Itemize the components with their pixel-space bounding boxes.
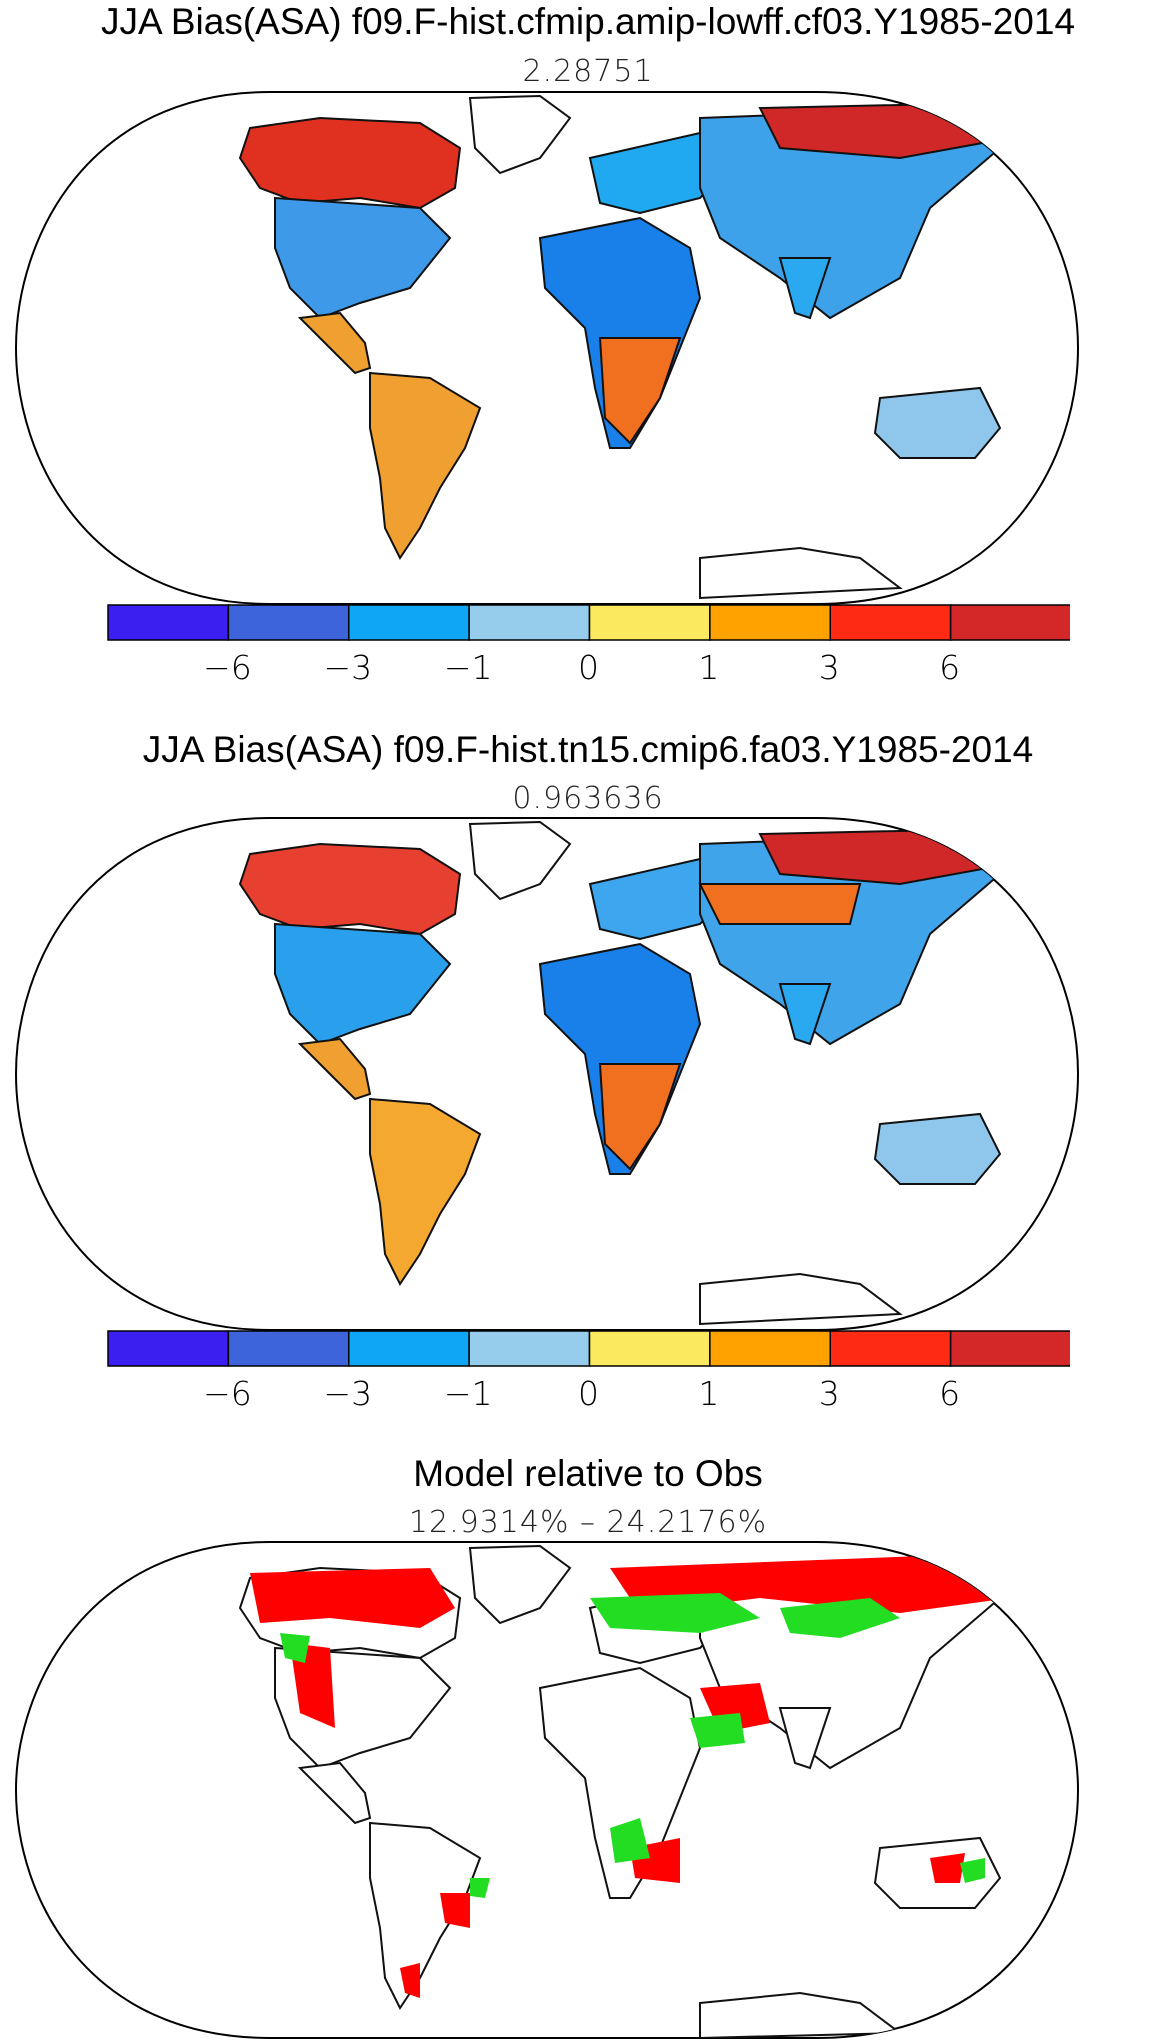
colorbar-tick-label: 3 — [818, 1374, 840, 1413]
worse-region — [400, 1963, 420, 1998]
better-region — [610, 1818, 650, 1863]
colorbar-bin — [709, 604, 831, 641]
colorbar-bin — [348, 604, 470, 641]
panel2-title: JJA Bias(ASA) f09.F-hist.tn15.cmip6.fa03… — [142, 729, 1034, 770]
colorbar-bin — [107, 1330, 230, 1367]
panel2-map — [14, 817, 1080, 1331]
panel3-title: Model relative to Obs — [413, 1453, 763, 1494]
colorbar-tick-label: −3 — [323, 1374, 373, 1413]
panel1-colorbar — [107, 604, 1072, 641]
colorbar-tick-label: −3 — [323, 648, 373, 687]
colorbar-bin — [107, 604, 230, 641]
colorbar-bin — [227, 604, 350, 641]
colorbar-bin — [949, 1330, 1072, 1367]
panel3-map — [14, 1541, 1080, 2039]
colorbar-tick-label: 0 — [578, 1374, 599, 1413]
colorbar-tick-label: 6 — [939, 1374, 961, 1413]
colorbar-tick-label: 6 — [939, 648, 961, 687]
colorbar-bin — [829, 604, 952, 641]
panel1-subtitle: 2.28751 — [522, 54, 654, 89]
panel3-subtitle: 12.9314% – 24.2176% — [408, 1505, 768, 1540]
panel2-colorbar — [107, 1330, 1072, 1367]
better-region — [470, 1878, 490, 1898]
worse-region — [930, 1853, 965, 1883]
colorbar-bin — [348, 1330, 470, 1367]
colorbar-tick-label: −6 — [203, 648, 252, 687]
colorbar-tick-label: −6 — [203, 1374, 252, 1413]
colorbar-bin — [227, 1330, 350, 1367]
panel2-subtitle: 0.963636 — [512, 781, 664, 816]
better-region — [960, 1858, 985, 1883]
worse-region — [290, 1643, 335, 1728]
colorbar-bin — [588, 1330, 711, 1367]
colorbar-bin — [949, 604, 1072, 641]
colorbar-tick-label: 1 — [698, 648, 720, 687]
colorbar-bin — [588, 604, 711, 641]
colorbar-bin — [709, 1330, 831, 1367]
panel1-title: JJA Bias(ASA) f09.F-hist.cfmip.amip-lowf… — [100, 1, 1076, 42]
colorbar-tick-label: 0 — [578, 648, 599, 687]
panel1-map — [14, 91, 1080, 605]
colorbar-bin — [468, 604, 591, 641]
colorbar-tick-label: 3 — [818, 648, 840, 687]
colorbar-tick-label: −1 — [443, 1374, 493, 1413]
better-region — [780, 1598, 900, 1638]
better-region — [590, 1593, 760, 1633]
better-region — [690, 1713, 745, 1748]
worse-region — [440, 1893, 470, 1928]
colorbar-bin — [829, 1330, 952, 1367]
colorbar-tick-label: −1 — [443, 648, 493, 687]
better-region — [280, 1633, 310, 1663]
colorbar-bin — [468, 1330, 591, 1367]
colorbar-tick-label: 1 — [698, 1374, 720, 1413]
worse-region — [250, 1568, 455, 1628]
